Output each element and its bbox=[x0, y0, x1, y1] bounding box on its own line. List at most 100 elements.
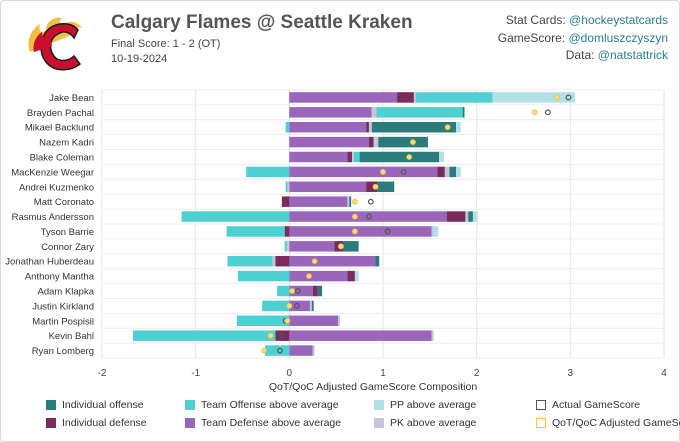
player-label: Brayden Pachal bbox=[27, 108, 94, 119]
qot-gamescore-marker bbox=[406, 154, 413, 160]
bar-segment-team-defense bbox=[289, 166, 438, 178]
legend-label: Individual defense bbox=[62, 417, 147, 429]
bar-segment-team-offense bbox=[246, 166, 290, 178]
bar-segment-pk bbox=[444, 166, 450, 178]
gamescore-handle[interactable]: @domluszczyszyn bbox=[568, 30, 668, 45]
legend-item-individual-offense: Individual offense bbox=[46, 399, 144, 411]
bar-segment-team-defense bbox=[289, 92, 398, 103]
legend-label: Actual GameScore bbox=[552, 399, 641, 411]
bar-segment-individual-offense bbox=[375, 255, 380, 267]
legend-label: QoT/QoC Adjusted GameScore bbox=[552, 417, 680, 429]
stat-cards-credit: Stat Cards: @hockeystatcards bbox=[498, 12, 668, 30]
bar-segment-team-defense bbox=[289, 345, 313, 356]
bar-segment-pp bbox=[472, 211, 478, 222]
x-tick-label: -1 bbox=[191, 368, 200, 379]
bar-segment-individual-offense bbox=[359, 151, 440, 163]
bar-segment-individual-defense bbox=[347, 151, 353, 163]
legend-swatch bbox=[185, 400, 195, 410]
bar-segment-team-defense bbox=[289, 285, 313, 297]
qot-gamescore-marker bbox=[410, 139, 416, 146]
bar-segment-team-defense bbox=[289, 315, 339, 327]
player-label: Jake Bean bbox=[49, 93, 94, 104]
legend-swatch bbox=[185, 418, 195, 428]
final-score: Final Score: 1 - 2 (OT) bbox=[111, 38, 221, 50]
bar-segment-individual-offense bbox=[317, 285, 323, 297]
legend-item-qot-marker: QoT/QoC Adjusted GameScore bbox=[536, 417, 680, 429]
stat-cards-handle[interactable]: @hockeystatcards bbox=[569, 13, 668, 27]
bar-segment-individual-defense bbox=[284, 226, 290, 237]
bar-segment-pk bbox=[352, 151, 354, 163]
actual-gamescore-marker bbox=[565, 94, 572, 101]
bar-segment-team-offense bbox=[285, 121, 290, 133]
bar-segment-team-offense bbox=[284, 241, 287, 252]
actual-gamescore-marker bbox=[294, 288, 301, 294]
bar-segment-individual-defense bbox=[275, 255, 290, 267]
x-tick-label: 4 bbox=[661, 368, 667, 379]
bar-segment-team-offense bbox=[277, 285, 290, 297]
player-label: Rasmus Andersson bbox=[12, 212, 94, 223]
bar-segment-pk bbox=[347, 196, 350, 207]
bar-segment-team-defense bbox=[289, 136, 369, 148]
bar-segment-individual-offense bbox=[311, 300, 314, 312]
bar-segment-team-defense bbox=[289, 211, 447, 222]
bar-segment-team-offense bbox=[285, 181, 288, 193]
page-title: Calgary Flames @ Seattle Kraken bbox=[111, 12, 413, 33]
bar-segment-pk bbox=[338, 315, 340, 327]
bar-segment-team-defense bbox=[289, 107, 372, 118]
player-label: Jonathan Huberdeau bbox=[5, 257, 94, 268]
qot-gamescore-marker bbox=[380, 168, 386, 175]
qot-gamescore-marker bbox=[267, 332, 274, 339]
bar-segment-team-offense bbox=[236, 315, 290, 327]
player-label: Andrei Kuzmenko bbox=[19, 182, 94, 193]
player-label: Kevin Bahl bbox=[49, 331, 94, 342]
x-tick-label: -2 bbox=[98, 368, 107, 379]
bar-segment-team-offense bbox=[415, 92, 493, 103]
bar-segment-individual-defense bbox=[446, 211, 466, 222]
actual-gamescore-marker bbox=[384, 228, 391, 235]
bar-segment-team-offense bbox=[237, 270, 290, 282]
qot-gamescore-marker bbox=[286, 302, 293, 309]
legend-label: Individual offense bbox=[62, 399, 144, 411]
bar-segment-team-offense bbox=[376, 107, 463, 118]
bar-segment-pk bbox=[309, 300, 312, 312]
game-date: 10-19-2024 bbox=[111, 53, 168, 65]
qot-gamescore-marker bbox=[284, 317, 291, 324]
bar-segment-team-defense bbox=[289, 241, 335, 252]
qot-gamescore-marker bbox=[261, 347, 267, 354]
player-label: Martin Pospisil bbox=[32, 316, 94, 327]
x-tick-label: 3 bbox=[568, 368, 574, 379]
data-handle[interactable]: @natstattrick bbox=[597, 48, 668, 62]
qot-gamescore-marker bbox=[352, 198, 358, 205]
player-label: Tyson Barrie bbox=[41, 227, 94, 238]
player-label: Nazem Kadri bbox=[39, 138, 94, 149]
logo-c-shape bbox=[40, 23, 82, 71]
legend-item-actual-marker: Actual GameScore bbox=[536, 399, 640, 411]
stat-cards-label: Stat Cards: bbox=[505, 13, 566, 27]
bar-segment-pk bbox=[431, 330, 434, 341]
bar-segment-individual-defense bbox=[275, 330, 290, 341]
bar-segment-pk bbox=[371, 107, 377, 118]
legend-label: PK above average bbox=[390, 417, 477, 429]
legend: Individual offense Team Offense above ave… bbox=[0, 396, 680, 436]
bar-segment-team-offense bbox=[132, 330, 276, 341]
player-label: Blake Coleman bbox=[30, 153, 94, 164]
player-label: Ryan Lomberg bbox=[32, 346, 94, 357]
legend-item-pp: PP above average bbox=[374, 399, 476, 411]
x-axis-label: QoT/QoC Adjusted GameScore Composition bbox=[269, 381, 478, 393]
bar-segment-team-defense bbox=[289, 255, 376, 267]
bar-segment-team-defense bbox=[289, 270, 348, 282]
player-label: Matt Coronato bbox=[34, 197, 94, 208]
bar-segment-individual-offense bbox=[349, 196, 352, 207]
bar-segment-pp bbox=[439, 151, 444, 163]
legend-item-team-offense: Team Offense above average bbox=[185, 399, 339, 411]
bar-segment-pp bbox=[354, 270, 359, 282]
bar-segment-individual-defense bbox=[397, 92, 414, 103]
legend-item-individual-defense: Individual defense bbox=[46, 417, 147, 429]
bar-segment-individual-offense bbox=[378, 136, 428, 148]
x-tick-label: 0 bbox=[287, 368, 293, 379]
bar-segment-individual-offense bbox=[468, 211, 473, 222]
qot-gamescore-marker bbox=[531, 109, 538, 116]
legend-item-pk: PK above average bbox=[374, 417, 476, 429]
bar-segment-pp bbox=[456, 121, 461, 133]
bar-segment-team-offense bbox=[181, 211, 290, 222]
